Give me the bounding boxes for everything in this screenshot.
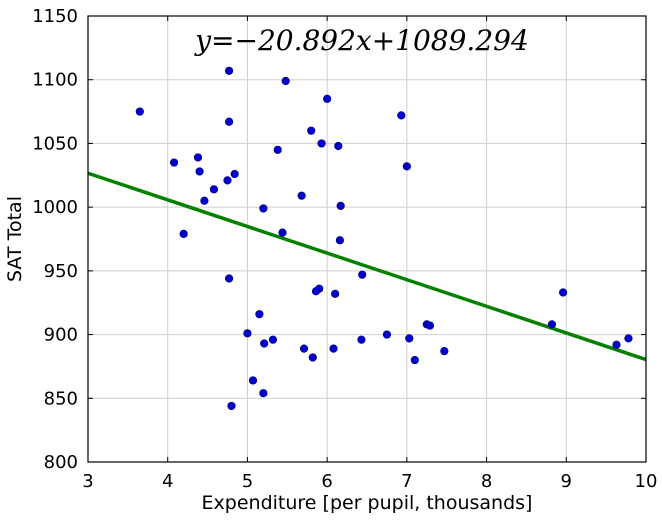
- y-tick-label: 950: [44, 261, 78, 282]
- data-point: [200, 196, 209, 205]
- data-point: [259, 389, 268, 398]
- plot-frame: [87, 15, 647, 463]
- data-point: [410, 355, 419, 365]
- y-tick-label: 900: [44, 325, 78, 346]
- data-point: [405, 334, 414, 343]
- regression-equation: y=−20.892x+1089.294: [193, 24, 529, 57]
- x-tick-label: 7: [401, 471, 412, 492]
- data-point: [268, 335, 278, 344]
- data-point: [255, 310, 264, 319]
- y-tick-label: 1100: [32, 70, 78, 91]
- data-point: [317, 139, 326, 148]
- data-point: [307, 126, 316, 135]
- data-point: [558, 288, 568, 297]
- grid-lines: [87, 15, 647, 463]
- x-tick-labels: 3 4 5 6 7 8 9 10: [82, 471, 657, 492]
- data-point: [224, 274, 234, 283]
- data-point: [315, 284, 324, 293]
- data-point: [224, 66, 234, 75]
- data-point: [273, 145, 282, 154]
- x-tick-label: 4: [162, 471, 173, 492]
- data-point: [357, 335, 366, 344]
- data-point: [299, 344, 309, 353]
- y-tick-label: 800: [44, 452, 78, 473]
- x-axis-label: Expenditure [per pupil, thousands]: [202, 492, 533, 514]
- x-tick-label: 5: [242, 471, 253, 492]
- data-point: [179, 229, 188, 239]
- data-point: [335, 236, 344, 245]
- data-point: [358, 270, 367, 279]
- regression-line: [87, 171, 647, 362]
- data-point: [259, 204, 268, 213]
- data-point: [323, 94, 332, 103]
- data-point: [224, 117, 234, 126]
- data-point: [248, 376, 258, 385]
- data-point: [612, 340, 621, 349]
- y-tick-label: 850: [44, 388, 78, 409]
- data-point: [308, 353, 317, 362]
- data-point: [223, 176, 232, 185]
- data-point: [193, 153, 203, 162]
- x-tick-label: 10: [635, 471, 658, 492]
- data-point: [209, 185, 219, 194]
- data-point: [440, 347, 449, 356]
- data-point: [135, 107, 144, 116]
- data-point: [382, 330, 392, 339]
- data-point: [260, 339, 269, 348]
- data-point: [230, 169, 239, 179]
- data-point: [336, 201, 345, 210]
- data-point: [329, 344, 338, 353]
- x-tick-label: 6: [321, 471, 332, 492]
- y-axis-label: SAT Total: [4, 196, 26, 282]
- data-point: [624, 334, 633, 343]
- data-point: [331, 289, 340, 298]
- data-point: [278, 228, 287, 237]
- data-point: [402, 162, 411, 171]
- y-tick-label: 1000: [32, 197, 78, 218]
- data-point: [425, 321, 435, 330]
- y-tick-label: 1050: [32, 133, 78, 154]
- data-point: [547, 320, 557, 329]
- data-point: [227, 401, 236, 411]
- axis-ticks: [87, 15, 647, 463]
- data-point: [281, 76, 290, 86]
- data-points: [135, 66, 633, 411]
- x-tick-label: 9: [561, 471, 572, 492]
- x-tick-label: 3: [82, 471, 93, 492]
- data-point: [195, 167, 204, 176]
- y-tick-labels: 800 850 900 950 1000 1050 1100 1150: [32, 6, 78, 473]
- data-point: [169, 158, 179, 167]
- y-tick-label: 1150: [32, 6, 78, 27]
- data-point: [243, 329, 252, 338]
- data-point: [397, 111, 406, 120]
- data-point: [334, 141, 343, 151]
- data-point: [297, 191, 306, 200]
- regression-line-group: [87, 171, 647, 362]
- x-tick-label: 8: [481, 471, 492, 492]
